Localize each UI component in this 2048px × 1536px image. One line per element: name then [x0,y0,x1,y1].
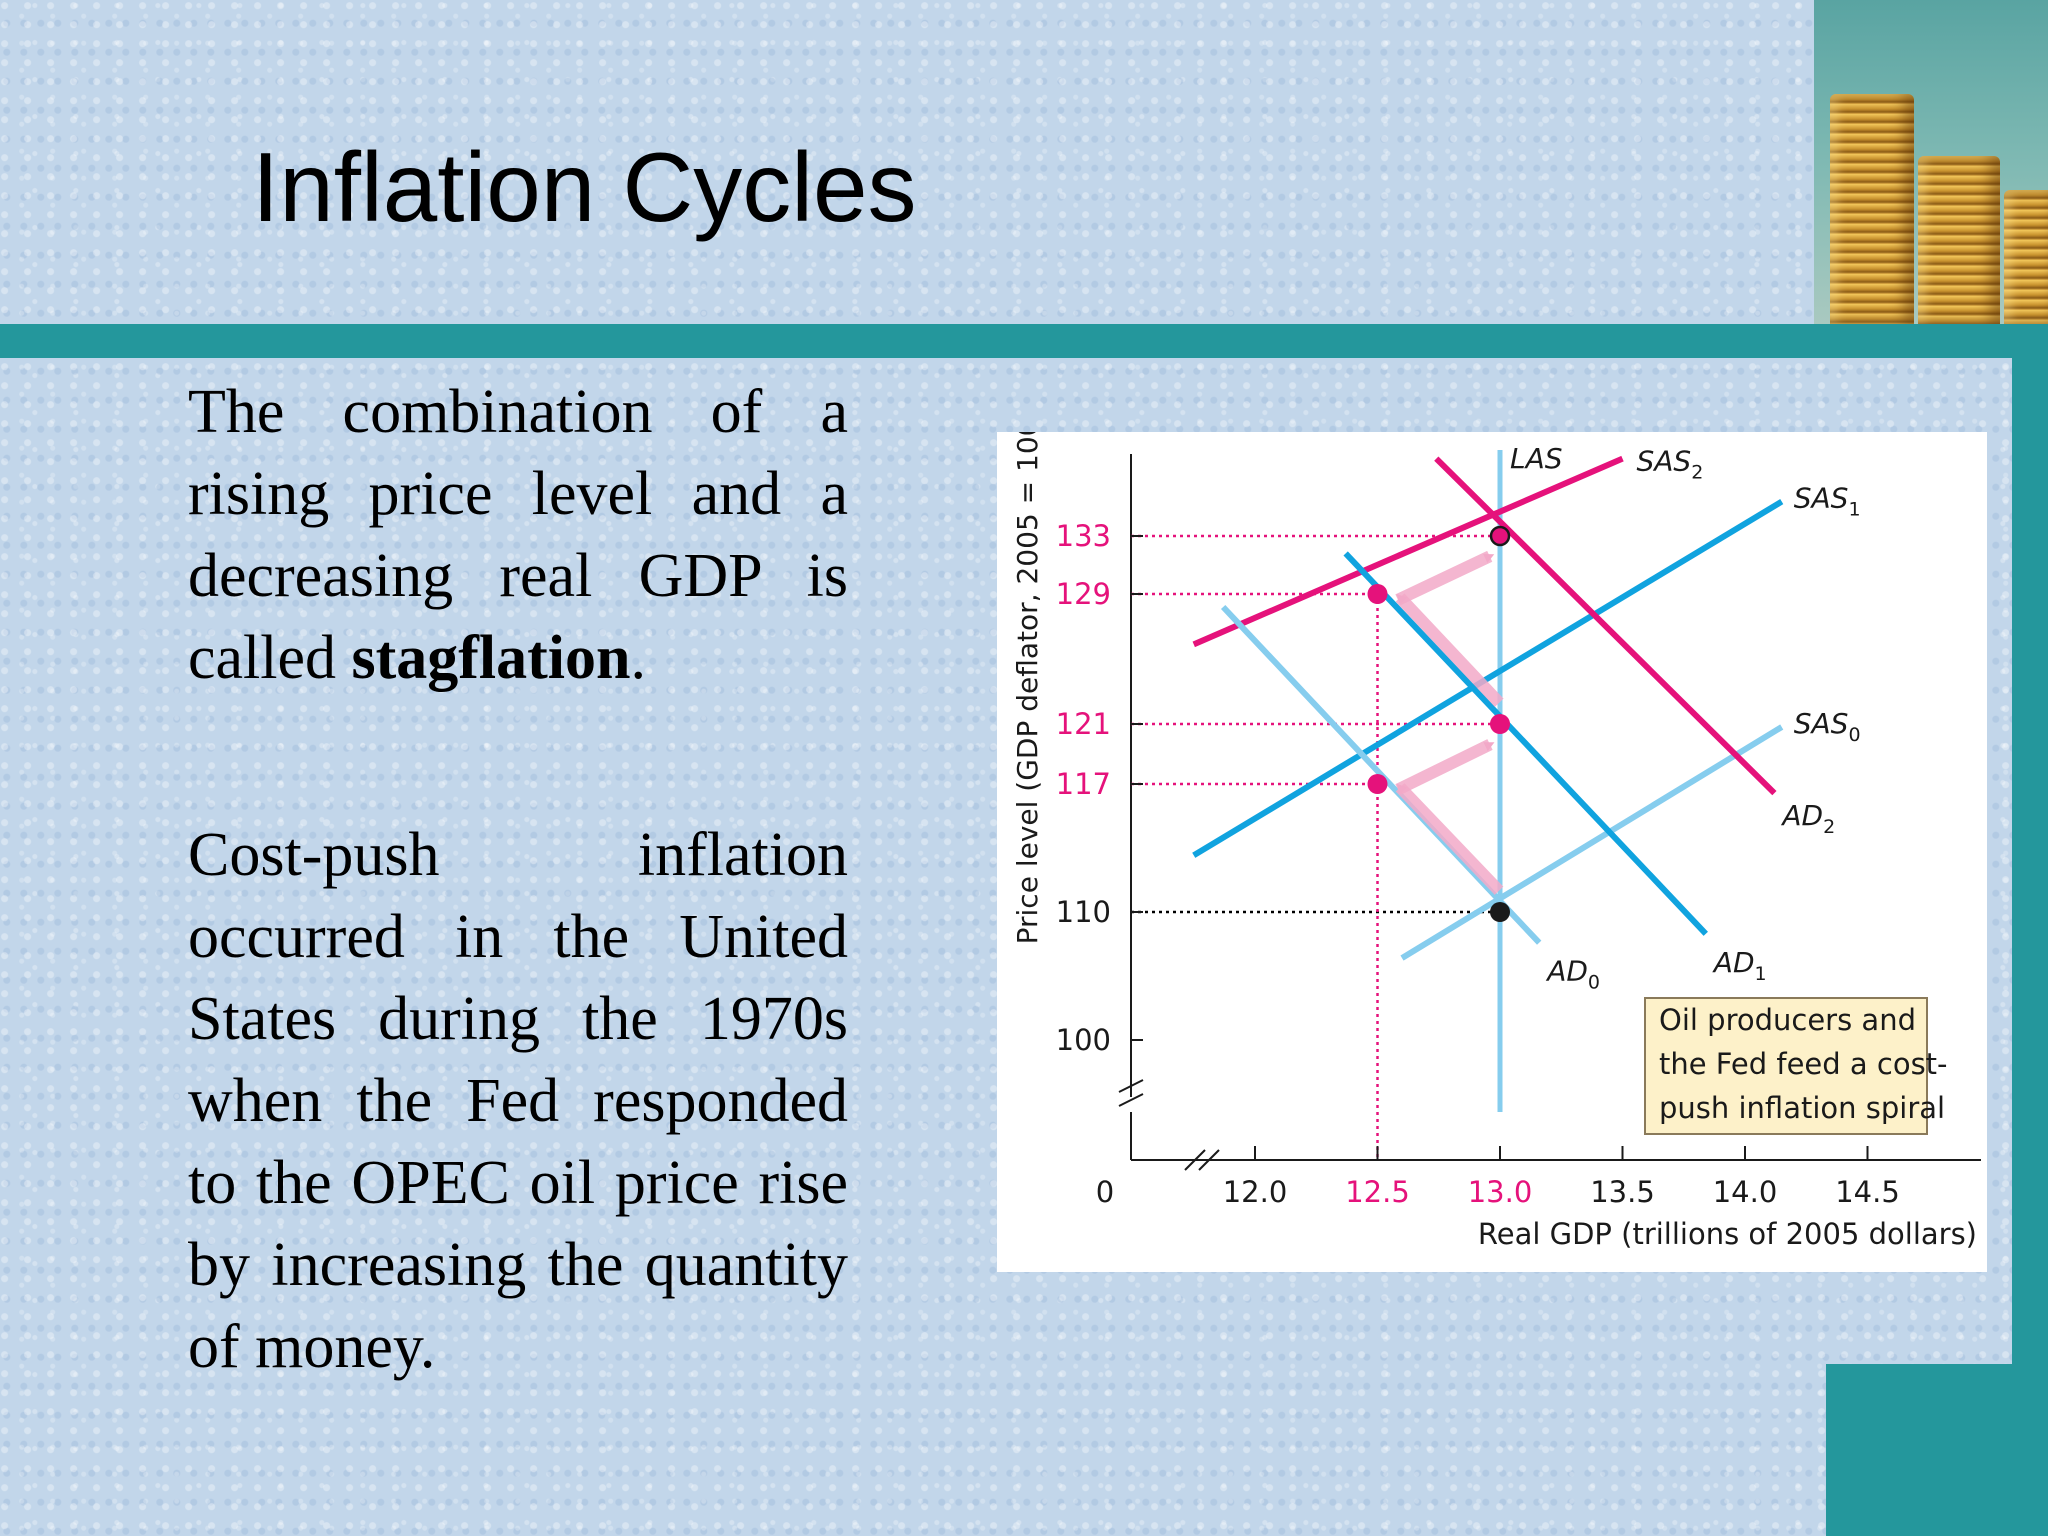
stagflation-text: The combination of a rising price level … [188,378,848,692]
curve-ad2 [1434,456,1777,796]
spiral-arrow-1 [1395,783,1504,895]
spiral-arrows [1395,550,1504,895]
curve-sas0 [1400,724,1784,961]
coin-stack-medium [1918,156,2000,324]
x-origin-label: 0 [1096,1175,1114,1209]
y-axis-label: Price level (GDP deflator, 2005 = 100) [1011,432,1044,944]
corner-accent-block [1826,1364,2048,1536]
annotation-line-2: the Fed feed a cost- [1659,1047,1948,1081]
equilibrium-point-4 [1367,584,1388,604]
y-tick-label-100: 100 [1056,1023,1111,1057]
y-axis-break [1118,1079,1144,1107]
curve-label-las: LAS [1510,442,1563,475]
coin-stack-short [2004,190,2048,324]
spiral-arrow-2 [1395,739,1495,795]
curve-label-ad0: AD0 [1545,955,1600,994]
curve-labels: LAS SAS0 SAS1 SAS2 AD0 AD1 AD2 [1510,442,1861,994]
curve-sas1 [1192,499,1784,858]
curve-label-sas1: SAS1 [1794,482,1861,521]
stagflation-term: stagflation [351,624,631,692]
axis-ticks: 100 110 117 121 129 133 12.0 12.5 13.0 13.5 14.0 14… [1056,519,1900,1209]
curve-ad1 [1343,551,1708,936]
y-tick-label-133: 133 [1056,519,1111,553]
spiral-arrow-4 [1395,550,1495,606]
y-tick-label-110: 110 [1056,895,1111,929]
curve-label-ad2: AD2 [1780,799,1835,838]
y-tick-label-117: 117 [1056,767,1111,801]
annotation-line-3: push inflation spiral [1659,1091,1945,1125]
x-tick-label-13.5: 13.5 [1590,1175,1655,1209]
equilibrium-point-1 [1490,902,1510,922]
cost-push-paragraph: Cost-push inflation occurred in the Unit… [188,821,848,1381]
header-divider-band [0,324,2048,358]
equilibrium-point-2 [1367,774,1388,794]
annotation-box: Oil producers and the Fed feed a cost- p… [1644,997,1948,1135]
spiral-arrow-3 [1395,593,1504,707]
x-tick-label-14.5: 14.5 [1835,1175,1900,1209]
cost-push-spiral-chart: 100 110 117 121 129 133 12.0 12.5 13.0 13.5 14.0 14… [1011,408,1981,1251]
y-tick-label-129: 129 [1056,577,1111,611]
x-tick-label-12.0: 12.0 [1223,1175,1288,1209]
x-tick-label-14.0: 14.0 [1713,1175,1778,1209]
coin-stack-tall [1830,94,1914,324]
annotation-line-1: Oil producers and [1659,1003,1916,1037]
x-tick-label-12.5: 12.5 [1345,1175,1410,1209]
slide-title: Inflation Cycles [252,132,917,242]
curves [1192,450,1784,1112]
reference-lines [1131,534,1500,1160]
curve-sas2 [1192,455,1624,648]
coin-stack-image [1814,0,2048,324]
stagflation-period: . [630,624,647,692]
equilibrium-point-5 [1489,525,1511,547]
right-accent-bar [2012,324,2048,1536]
x-tick-label-13.0: 13.0 [1468,1175,1533,1209]
equilibrium-point-3 [1490,714,1510,734]
curve-label-sas0: SAS0 [1794,707,1861,746]
y-tick-label-121: 121 [1056,707,1111,741]
curve-label-sas2: SAS2 [1637,445,1704,484]
curve-label-ad1: AD1 [1712,946,1767,985]
equilibrium-points [1367,525,1511,922]
stagflation-paragraph: The combination of a rising price level … [188,371,848,699]
x-axis-label: Real GDP (trillions of 2005 dollars) [1478,1217,1977,1251]
x-axis-break [1184,1149,1220,1171]
chart-panel: 100 110 117 121 129 133 12.0 12.5 13.0 13.5 14.0 14… [997,408,1987,1272]
